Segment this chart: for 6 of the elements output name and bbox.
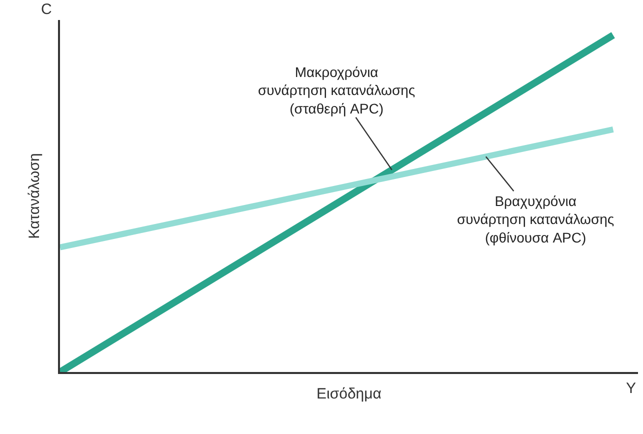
x-axis-title: Εισόδημα <box>316 385 382 402</box>
y-axis-title: Κατανάλωση <box>26 153 43 239</box>
text: Μακροχρόνια συνάρτηση κατανάλωσης (σταθερή APC) <box>258 64 416 116</box>
text: Βραχυχρόνια συνάρτηση κατανάλωσης (φθίνουσα APC) <box>457 193 614 246</box>
text: Y <box>626 380 636 397</box>
text: C <box>41 1 52 18</box>
